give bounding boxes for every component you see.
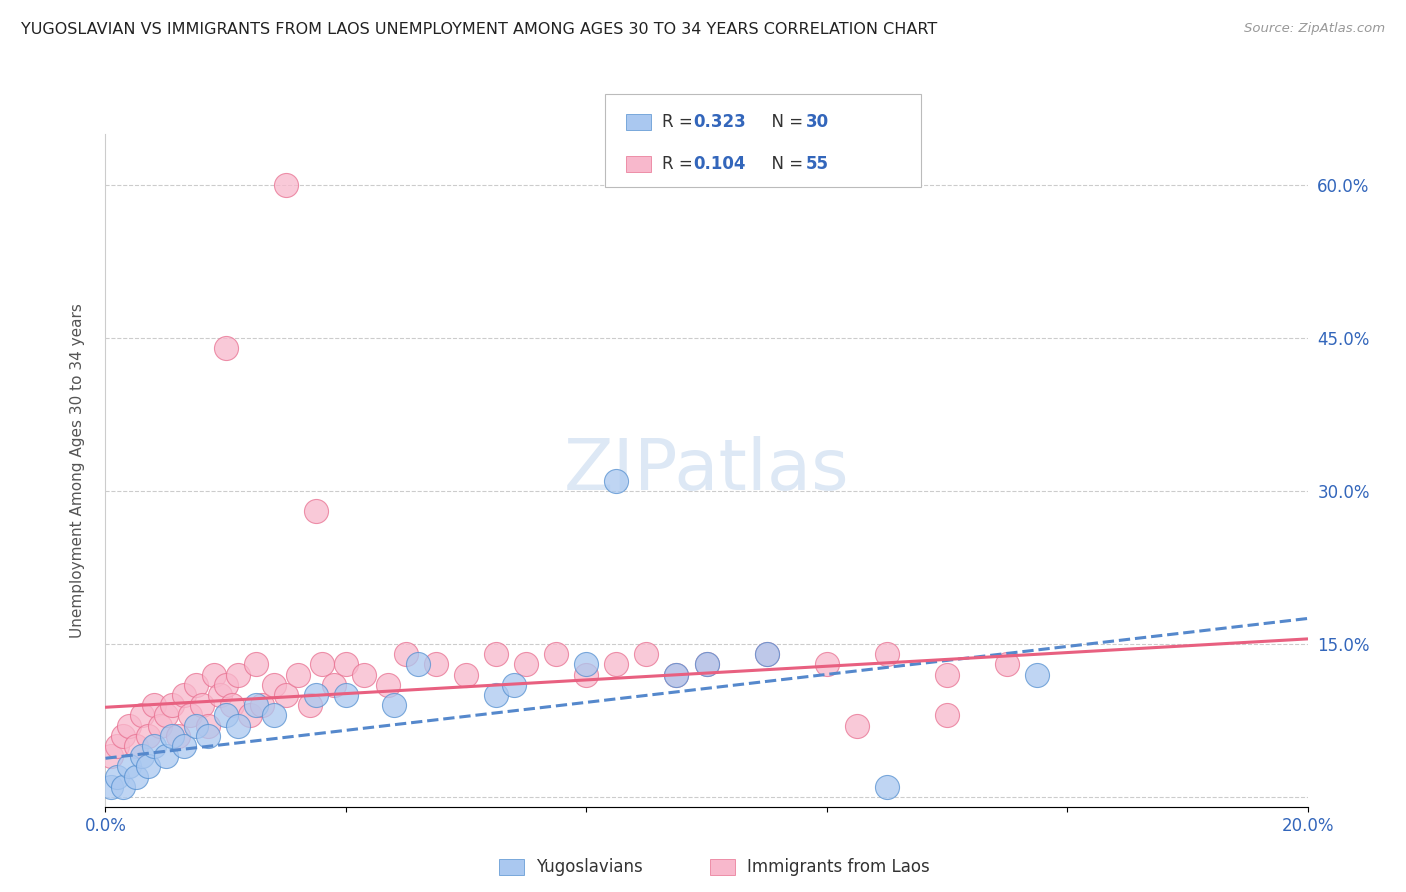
Point [815, 657, 838, 672]
Point [696, 657, 718, 672]
Point [118, 759, 141, 773]
Point [605, 474, 627, 488]
Point [190, 698, 212, 713]
Point [131, 749, 153, 764]
Point [112, 780, 135, 794]
Point [221, 698, 243, 713]
Point [197, 718, 219, 732]
Text: 55: 55 [806, 155, 828, 173]
Text: 0.323: 0.323 [693, 113, 747, 131]
Text: YUGOSLAVIAN VS IMMIGRANTS FROM LAOS UNEMPLOYMENT AMONG AGES 30 TO 34 YEARS CORRE: YUGOSLAVIAN VS IMMIGRANTS FROM LAOS UNEM… [21, 22, 938, 37]
Text: Immigrants from Laos: Immigrants from Laos [747, 858, 929, 876]
Point [485, 647, 508, 661]
Point [936, 667, 959, 681]
Point [665, 667, 688, 681]
Point [454, 667, 477, 681]
Point [263, 678, 285, 692]
Point [107, 739, 129, 753]
Point [173, 688, 195, 702]
Point [995, 657, 1018, 672]
Point [124, 739, 146, 753]
Point [274, 688, 297, 702]
Point [148, 718, 170, 732]
Point [298, 698, 321, 713]
Text: N =: N = [761, 155, 808, 173]
Point [100, 780, 122, 794]
Point [184, 718, 207, 732]
Point [214, 678, 236, 692]
Point [160, 729, 183, 743]
Point [208, 688, 231, 702]
Point [226, 667, 249, 681]
Point [382, 698, 405, 713]
Point [118, 718, 141, 732]
Point [250, 698, 273, 713]
Point [166, 729, 188, 743]
Point [136, 759, 159, 773]
Point [322, 678, 344, 692]
Point [142, 698, 165, 713]
Point [226, 718, 249, 732]
Point [155, 708, 177, 723]
Point [605, 657, 627, 672]
Point [100, 749, 122, 764]
Point [155, 749, 177, 764]
Point [142, 739, 165, 753]
Point [636, 647, 658, 661]
Point [179, 708, 201, 723]
Point [335, 688, 357, 702]
Point [184, 678, 207, 692]
Point [395, 647, 418, 661]
Y-axis label: Unemployment Among Ages 30 to 34 years: Unemployment Among Ages 30 to 34 years [70, 303, 84, 638]
Point [696, 657, 718, 672]
Point [575, 657, 598, 672]
Text: 0.104: 0.104 [693, 155, 745, 173]
Point [353, 667, 375, 681]
Point [245, 657, 267, 672]
Point [173, 739, 195, 753]
Text: ZIPatlas: ZIPatlas [564, 436, 849, 505]
Point [503, 678, 526, 692]
Point [575, 667, 598, 681]
Point [160, 698, 183, 713]
Text: N =: N = [761, 113, 808, 131]
Point [406, 657, 429, 672]
Point [239, 708, 262, 723]
Point [876, 780, 898, 794]
Point [305, 688, 328, 702]
Point [112, 729, 135, 743]
Point [305, 504, 328, 518]
Point [311, 657, 333, 672]
Point [755, 647, 778, 661]
Point [107, 770, 129, 784]
Text: Source: ZipAtlas.com: Source: ZipAtlas.com [1244, 22, 1385, 36]
Point [665, 667, 688, 681]
Point [845, 718, 868, 732]
Point [214, 341, 236, 355]
Point [876, 647, 898, 661]
Text: 30: 30 [806, 113, 828, 131]
Point [755, 647, 778, 661]
Text: Yugoslavians: Yugoslavians [536, 858, 643, 876]
Point [1026, 667, 1049, 681]
Point [335, 657, 357, 672]
Point [202, 667, 225, 681]
Point [287, 667, 309, 681]
Point [546, 647, 568, 661]
Point [197, 729, 219, 743]
Point [136, 729, 159, 743]
Text: R =: R = [662, 113, 699, 131]
Point [936, 708, 959, 723]
Point [425, 657, 447, 672]
Point [485, 688, 508, 702]
Point [377, 678, 399, 692]
Text: R =: R = [662, 155, 699, 173]
Point [515, 657, 537, 672]
Point [245, 698, 267, 713]
Point [214, 708, 236, 723]
Point [131, 708, 153, 723]
Point [274, 178, 297, 192]
Point [263, 708, 285, 723]
Point [124, 770, 146, 784]
